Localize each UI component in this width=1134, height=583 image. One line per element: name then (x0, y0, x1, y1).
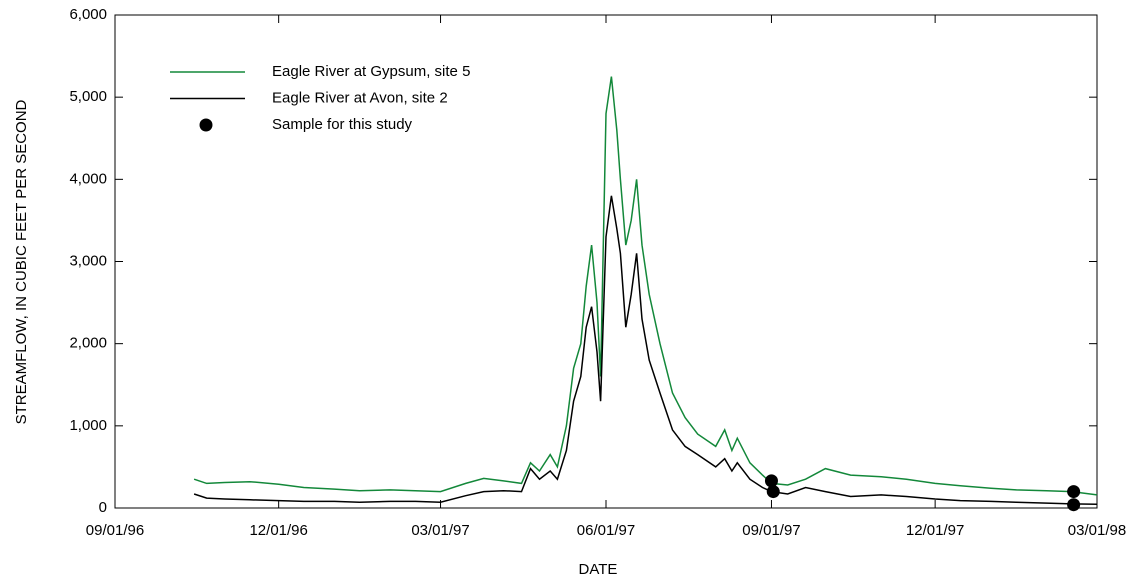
x-tick-label: 09/01/97 (742, 522, 800, 539)
x-tick-label: 12/01/96 (249, 522, 307, 539)
x-tick-label: 12/01/97 (906, 522, 964, 539)
sample-point (1067, 498, 1081, 512)
x-tick-label: 06/01/97 (577, 522, 635, 539)
sample-point (1067, 485, 1081, 499)
y-tick-label: 2,000 (69, 335, 107, 352)
y-tick-label: 6,000 (69, 6, 107, 23)
legend-label: Sample for this study (272, 116, 413, 133)
flow-line (193, 76, 1098, 496)
legend-label: Eagle River at Gypsum, site 5 (272, 63, 470, 80)
y-tick-label: 3,000 (69, 252, 107, 269)
y-tick-label: 5,000 (69, 88, 107, 105)
sample-point (764, 474, 778, 488)
x-tick-label: 03/01/97 (411, 522, 469, 539)
y-tick-label: 4,000 (69, 170, 107, 187)
y-axis-label: STREAMFLOW, IN CUBIC FEET PER SECOND (13, 99, 30, 424)
x-tick-label: 09/01/96 (86, 522, 144, 539)
legend-marker (199, 118, 213, 132)
x-tick-label: 03/01/98 (1068, 522, 1126, 539)
plot-frame (114, 14, 1098, 509)
flow-line (193, 195, 1098, 506)
x-axis-label: DATE (579, 561, 618, 578)
y-tick-label: 1,000 (69, 417, 107, 434)
legend-label: Eagle River at Avon, site 2 (272, 89, 448, 106)
sample-point (766, 485, 780, 499)
y-tick-label: 0 (99, 499, 107, 516)
